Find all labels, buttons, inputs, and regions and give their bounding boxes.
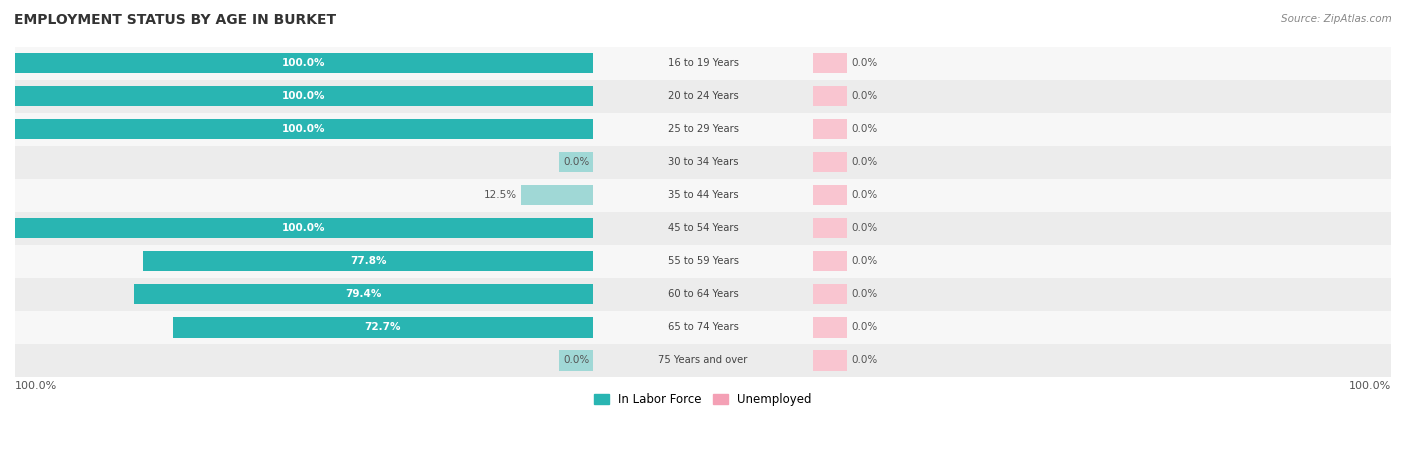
Bar [15, 311, 1391, 344]
Text: 25 to 29 Years: 25 to 29 Years [668, 124, 738, 134]
Text: 0.0%: 0.0% [851, 58, 877, 68]
Bar [15, 212, 1391, 245]
Text: EMPLOYMENT STATUS BY AGE IN BURKET: EMPLOYMENT STATUS BY AGE IN BURKET [14, 14, 336, 27]
Text: Source: ZipAtlas.com: Source: ZipAtlas.com [1281, 14, 1392, 23]
Bar [813, 350, 848, 370]
Bar [15, 146, 1391, 179]
Bar [143, 251, 593, 271]
Bar [15, 278, 1391, 311]
Text: 55 to 59 Years: 55 to 59 Years [668, 256, 738, 266]
Text: 77.8%: 77.8% [350, 256, 387, 266]
Bar [15, 218, 593, 238]
Bar [15, 80, 1391, 112]
Text: 0.0%: 0.0% [851, 190, 877, 200]
Text: 0.0%: 0.0% [564, 356, 589, 365]
Bar [15, 112, 1391, 146]
Legend: In Labor Force, Unemployed: In Labor Force, Unemployed [589, 388, 817, 410]
Text: 0.0%: 0.0% [564, 157, 589, 167]
Text: 0.0%: 0.0% [851, 91, 877, 101]
Text: 100.0%: 100.0% [15, 381, 58, 391]
Bar [15, 86, 593, 106]
Bar [813, 185, 848, 205]
Bar [173, 317, 593, 338]
Text: 0.0%: 0.0% [851, 223, 877, 233]
Bar [15, 245, 1391, 278]
Bar [813, 53, 848, 73]
Bar [813, 86, 848, 106]
Bar [813, 284, 848, 305]
Text: 0.0%: 0.0% [851, 124, 877, 134]
Bar [813, 119, 848, 140]
Text: 100.0%: 100.0% [283, 58, 326, 68]
Text: 100.0%: 100.0% [283, 91, 326, 101]
Text: 75 Years and over: 75 Years and over [658, 356, 748, 365]
Bar [558, 152, 593, 172]
Bar [813, 218, 848, 238]
Text: 100.0%: 100.0% [1348, 381, 1391, 391]
Bar [813, 251, 848, 271]
Text: 45 to 54 Years: 45 to 54 Years [668, 223, 738, 233]
Bar [15, 53, 593, 73]
Text: 0.0%: 0.0% [851, 356, 877, 365]
Text: 0.0%: 0.0% [851, 322, 877, 332]
Text: 35 to 44 Years: 35 to 44 Years [668, 190, 738, 200]
Bar [558, 350, 593, 370]
Bar [15, 344, 1391, 377]
Text: 100.0%: 100.0% [283, 124, 326, 134]
Text: 72.7%: 72.7% [364, 322, 401, 332]
Bar [813, 152, 848, 172]
Bar [520, 185, 593, 205]
Bar [134, 284, 593, 305]
Bar [813, 317, 848, 338]
Text: 100.0%: 100.0% [283, 223, 326, 233]
Text: 0.0%: 0.0% [851, 289, 877, 299]
Text: 0.0%: 0.0% [851, 256, 877, 266]
Text: 12.5%: 12.5% [484, 190, 517, 200]
Text: 0.0%: 0.0% [851, 157, 877, 167]
Text: 79.4%: 79.4% [346, 289, 381, 299]
Text: 20 to 24 Years: 20 to 24 Years [668, 91, 738, 101]
Bar [15, 46, 1391, 80]
Bar [15, 179, 1391, 212]
Text: 30 to 34 Years: 30 to 34 Years [668, 157, 738, 167]
Text: 65 to 74 Years: 65 to 74 Years [668, 322, 738, 332]
Text: 16 to 19 Years: 16 to 19 Years [668, 58, 738, 68]
Text: 60 to 64 Years: 60 to 64 Years [668, 289, 738, 299]
Bar [15, 119, 593, 140]
